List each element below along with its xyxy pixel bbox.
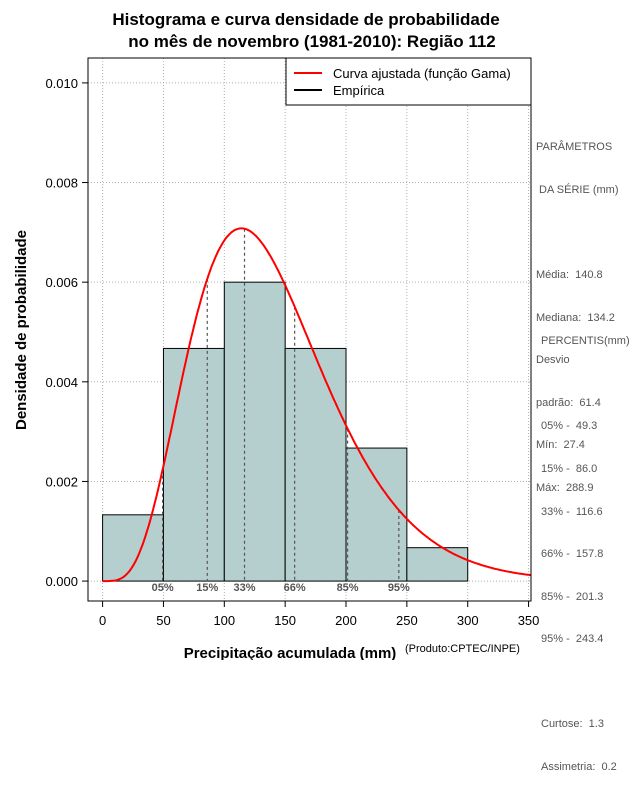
- y-tick-label: 0.008: [45, 176, 78, 191]
- histogram-chart: 0 50 100 150 200 250 300 350 0.0000.0020.0040.0…: [13, 10, 539, 660]
- spacer: [536, 226, 640, 240]
- stat-assimetria: Assimetria: 0.2: [541, 761, 617, 774]
- percentile-15: 15% - 86.0: [541, 463, 598, 476]
- stat-curtose: Curtose: 1.3: [541, 718, 604, 731]
- gamma-density-curve: [102, 227, 532, 583]
- x-tick-label: 0: [99, 613, 106, 628]
- spacer: [541, 377, 640, 391]
- percentile-label: 85%: [337, 582, 359, 594]
- legend-box: [285, 57, 532, 106]
- spacer: [541, 675, 640, 689]
- x-tick-label: 100: [213, 613, 235, 628]
- x-tick-label: 50: [156, 613, 170, 628]
- y-axis: 0.000 0.002 0.004 0.006 0.008 0.010: [45, 76, 88, 589]
- credit-text: (Produto:CPTEC/INPE): [405, 643, 520, 655]
- stat-media: Média: 140.8: [536, 269, 603, 282]
- params-title-2: DA SÉRIE (mm): [536, 184, 619, 197]
- x-tick-label: 350: [518, 613, 540, 628]
- x-tick-label: 250: [396, 613, 418, 628]
- chart-title-line1: Histograma e curva densidade de probabil…: [112, 10, 499, 29]
- percentile-label: 66%: [284, 582, 306, 594]
- legend: Curva ajustada (função Gama) Empírica: [285, 57, 532, 106]
- y-axis-title: Densidade de probabilidade: [13, 230, 30, 430]
- x-tick-label: 200: [335, 613, 357, 628]
- legend-label-curve: Curva ajustada (função Gama): [333, 66, 511, 81]
- y-tick-label: 0.010: [45, 76, 78, 91]
- percentile-lines: [162, 228, 400, 582]
- percentile-05: 05% - 49.3: [541, 420, 598, 433]
- histogram-bar: [406, 547, 469, 582]
- params-title-1: PARÂMETROS: [536, 141, 613, 154]
- percentile-66: 66% - 157.8: [541, 548, 604, 561]
- percentile-95: 95% - 243.4: [541, 633, 604, 646]
- stat-max: Máx: 288.9: [536, 482, 594, 495]
- percentile-85: 85% - 201.3: [541, 590, 604, 603]
- percentile-label: 95%: [388, 582, 410, 594]
- percentile-label: 15%: [196, 582, 218, 594]
- percentis-title: PERCENTIS(mm): [541, 335, 630, 348]
- x-axis: 0 50 100 150 200 250 300 350: [99, 601, 539, 628]
- x-tick-label: 300: [457, 613, 479, 628]
- percentile-label: 05%: [152, 582, 174, 594]
- histogram-bar: [284, 347, 347, 582]
- chart-title-line2: no mês de novembro (1981-2010): Região 1…: [128, 32, 496, 51]
- series-parameters-panel: PARÂMETROS DA SÉRIE (mm) Média: 140.8 Me…: [536, 112, 640, 509]
- histogram-bar: [345, 447, 408, 582]
- stat-desvio-value: padrão: 61.4: [536, 396, 601, 409]
- y-tick-label: 0.004: [45, 375, 78, 390]
- percentiles-panel: PERCENTIS(mm) 05% - 49.3 15% - 86.0 33% …: [541, 306, 640, 789]
- y-tick-label: 0.000: [45, 574, 78, 589]
- percentile-label: 33%: [233, 582, 255, 594]
- stat-min: Mín: 27.4: [536, 439, 585, 452]
- y-tick-label: 0.006: [45, 275, 78, 290]
- x-tick-label: 150: [274, 613, 296, 628]
- y-tick-label: 0.002: [45, 474, 78, 489]
- histogram-bar: [162, 347, 225, 582]
- histogram-bar: [102, 514, 164, 582]
- x-axis-title: Precipitação acumulada (mm): [184, 645, 397, 660]
- stat-mediana: Mediana: 134.2: [536, 311, 615, 324]
- histogram-bars: [102, 281, 469, 582]
- percentile-33: 33% - 116.6: [541, 505, 603, 518]
- legend-label-empirical: Empírica: [333, 83, 385, 98]
- histogram-bar: [223, 281, 286, 582]
- stat-desvio-label: Desvio: [536, 354, 570, 367]
- percentile-labels: 05% 15% 33% 66% 85% 95%: [152, 582, 410, 594]
